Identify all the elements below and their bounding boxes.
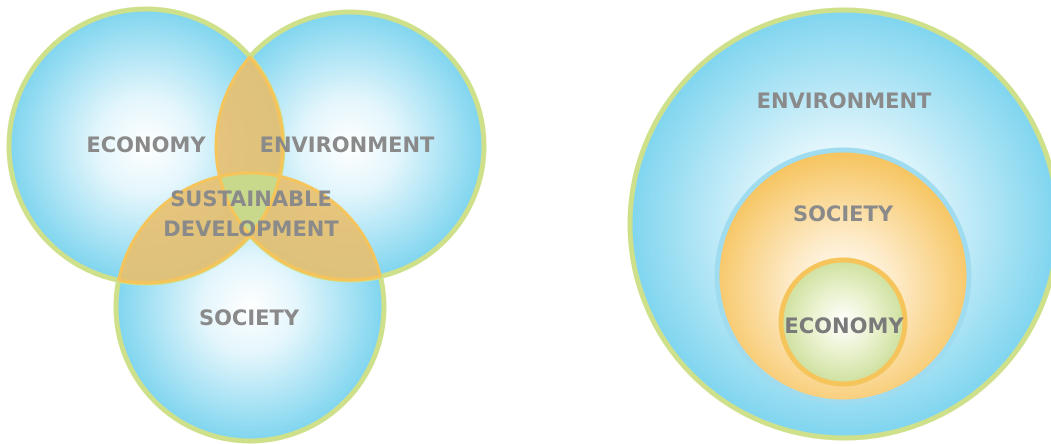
overlap-economy-society bbox=[116, 173, 283, 283]
venn-label-economy: ECONOMY bbox=[86, 133, 206, 157]
venn-label-environment: ENVIRONMENT bbox=[260, 133, 435, 157]
venn-label-development: DEVELOPMENT bbox=[163, 217, 339, 241]
nested-label-society: SOCIETY bbox=[793, 202, 894, 226]
nested-circle-economy bbox=[778, 257, 908, 387]
venn-diagram: ECONOMY ENVIRONMENT SUSTAINABLE DEVELOPM… bbox=[6, 6, 487, 444]
nested-label-environment: ENVIRONMENT bbox=[757, 89, 932, 113]
venn-overlaps bbox=[116, 12, 384, 283]
venn-label-society: SOCIETY bbox=[199, 306, 300, 330]
nested-diagram: ENVIRONMENT SOCIETY ECONOMY bbox=[627, 7, 1051, 441]
overlap-borders bbox=[114, 10, 386, 285]
overlap-environment-society bbox=[216, 173, 384, 280]
venn-label-sustainable: SUSTAINABLE bbox=[170, 187, 332, 211]
nested-label-economy: ECONOMY bbox=[784, 314, 904, 338]
